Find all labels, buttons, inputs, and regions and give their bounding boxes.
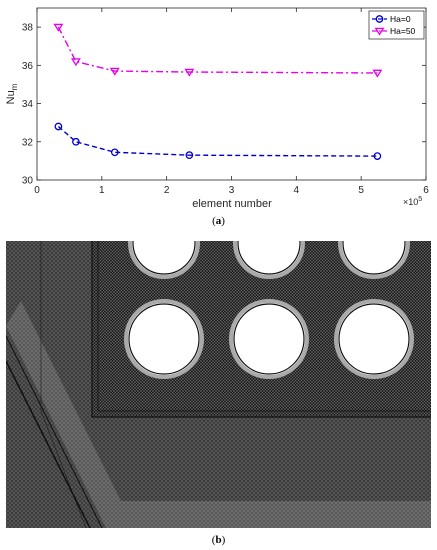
series-line [57,26,378,74]
plot-area [36,7,427,181]
x-axis-label: element number [192,198,272,210]
series-1 [54,122,382,160]
legend: Ha=0 Ha=50 [368,10,425,40]
x-tick-label: 1 [99,185,105,196]
x-tick-label: 6 [423,185,429,196]
series-line [57,125,378,157]
data-point [109,67,120,76]
mesh-picture [6,241,431,528]
y-axis-label: Num [5,83,19,104]
x-tick-label: 3 [229,185,235,196]
data-point [184,68,195,77]
data-point [53,23,64,32]
x-axis-multiplier: ×105 [403,196,422,207]
y-tick-label: 32 [22,137,34,148]
x-tick-label: 4 [294,185,300,196]
data-point [110,148,119,157]
x-tick-label: 5 [358,185,364,196]
series-2 [53,23,383,78]
legend-marker [375,15,384,23]
caption-b: (b) [211,534,226,546]
mesh-image [6,241,431,528]
y-tick-label: 38 [22,23,34,34]
data-point [373,152,382,160]
x-axis-multiplier-exponent: 5 [418,196,422,203]
data-point [372,69,383,78]
y-tick-label: 34 [22,99,34,110]
y-axis-label-subscript: m [10,83,19,90]
data-point [70,58,81,67]
caption-a: (a) [212,215,225,227]
data-point [54,122,63,131]
legend-label: Ha=50 [390,26,416,36]
data-point [185,151,194,160]
y-tick-label: 30 [22,176,34,187]
x-tick-label: 0 [34,185,40,196]
legend-marker [374,27,385,36]
y-tick-label: 36 [22,61,34,72]
legend-label: Ha=0 [390,14,411,24]
x-tick-label: 2 [164,185,170,196]
data-point [72,137,80,146]
